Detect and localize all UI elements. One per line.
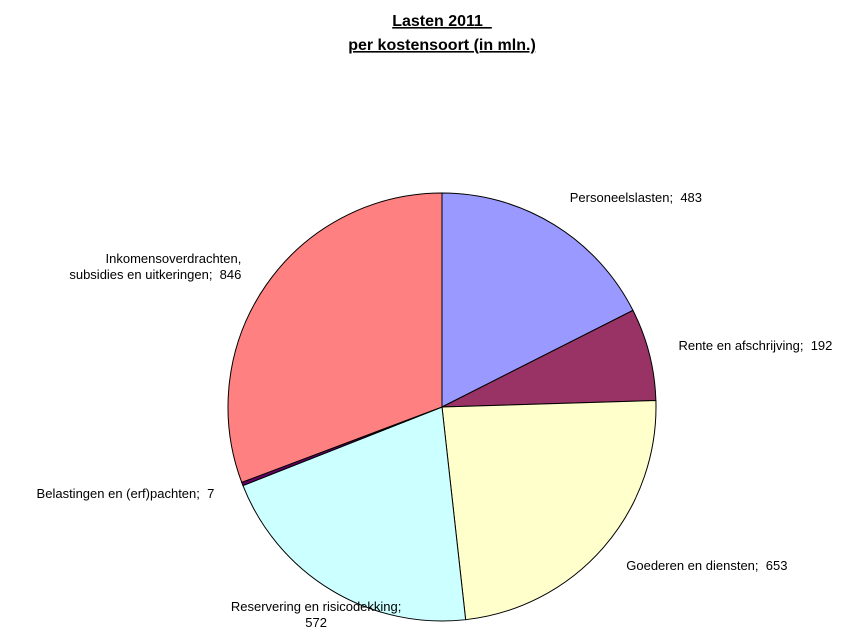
data-label-line: Rente en afschrijving; 192 bbox=[678, 338, 832, 353]
chart-title: Lasten 2011 bbox=[392, 13, 492, 30]
data-label-line: Goederen en diensten; 653 bbox=[626, 558, 787, 573]
data-label-line: Reservering en risicodekking; bbox=[231, 599, 402, 614]
chart-title: per kostensoort (in mln.) bbox=[348, 37, 536, 54]
data-label: Belastingen en (erf)pachten; 7 bbox=[37, 486, 215, 501]
data-label: Rente en afschrijving; 192 bbox=[678, 338, 832, 353]
data-label-line: Belastingen en (erf)pachten; 7 bbox=[37, 486, 215, 501]
data-label-line: 572 bbox=[305, 615, 327, 630]
data-label-line: Personeelslasten; 483 bbox=[570, 191, 702, 206]
pie-slice bbox=[227, 192, 443, 484]
pie-slice bbox=[441, 192, 634, 408]
data-label: Inkomensoverdrachten, subsidies en uitker… bbox=[69, 252, 241, 283]
data-label: Goederen en diensten; 653 bbox=[626, 558, 787, 573]
data-label-line: subsidies en uitkeringen; 846 bbox=[69, 268, 241, 283]
pie-slice bbox=[242, 406, 467, 622]
data-label: Personeelslasten; 483 bbox=[570, 191, 702, 206]
pie-slice bbox=[441, 400, 657, 621]
data-label-line: Inkomensoverdrachten, bbox=[106, 252, 242, 267]
data-label: Reservering en risicodekking; 572 bbox=[231, 599, 402, 630]
